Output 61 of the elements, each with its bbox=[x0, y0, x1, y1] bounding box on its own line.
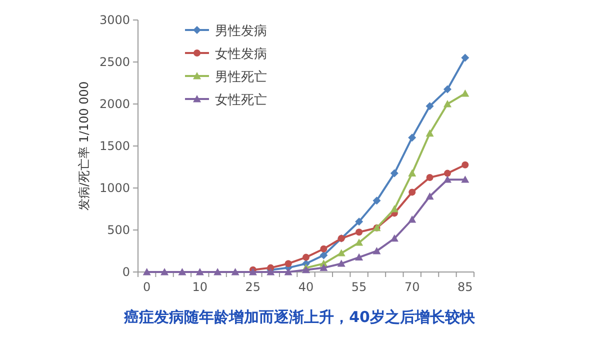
y-tick-label: 1500 bbox=[99, 139, 130, 153]
point bbox=[356, 228, 363, 236]
point bbox=[426, 129, 434, 137]
point bbox=[320, 245, 328, 252]
point bbox=[408, 188, 416, 196]
point bbox=[408, 169, 416, 176]
point bbox=[372, 196, 381, 205]
point bbox=[372, 247, 381, 254]
text: 癌症发病随年龄增加而逐渐上升，40岁之后增长较快 bbox=[123, 308, 476, 326]
point bbox=[426, 192, 434, 200]
x-tick-label: 0 bbox=[143, 280, 151, 294]
point bbox=[390, 169, 398, 178]
point bbox=[461, 176, 470, 183]
point bbox=[355, 253, 364, 260]
point bbox=[355, 218, 364, 226]
point bbox=[461, 90, 470, 97]
point bbox=[390, 205, 398, 212]
point bbox=[426, 174, 434, 181]
point bbox=[196, 268, 204, 276]
point bbox=[160, 268, 169, 276]
legend-label: 男性发病 bbox=[215, 24, 267, 39]
x-tick-label: 40 bbox=[298, 280, 314, 294]
point bbox=[284, 268, 292, 276]
point bbox=[266, 268, 275, 276]
point bbox=[178, 268, 186, 276]
legend-label: 女性发病 bbox=[215, 47, 267, 62]
point bbox=[408, 134, 416, 142]
point bbox=[284, 260, 292, 268]
point bbox=[302, 254, 310, 261]
point bbox=[462, 161, 469, 168]
point bbox=[426, 102, 434, 110]
point bbox=[337, 260, 346, 267]
y-tick-label: 3000 bbox=[99, 13, 130, 27]
x-tick-label: 85 bbox=[458, 280, 473, 294]
x-tick-label: 10 bbox=[192, 280, 208, 294]
point bbox=[320, 264, 328, 271]
point bbox=[443, 85, 452, 94]
point bbox=[214, 268, 222, 276]
y-tick-label: 1000 bbox=[99, 181, 130, 195]
point bbox=[320, 251, 328, 260]
point bbox=[461, 54, 470, 62]
legend-label: 男性死亡 bbox=[215, 69, 267, 85]
y-tick-label: 2000 bbox=[99, 97, 130, 111]
y-tick-label: 2500 bbox=[99, 55, 130, 69]
legend-label: 女性死亡 bbox=[215, 92, 267, 108]
x-tick-label: 70 bbox=[404, 280, 420, 294]
y-tick-label: 0 bbox=[122, 265, 130, 279]
point bbox=[443, 176, 452, 183]
y-axis-title: 发病/死亡率 1/100 000 bbox=[77, 81, 91, 211]
point bbox=[302, 266, 310, 274]
point bbox=[355, 238, 364, 246]
point bbox=[231, 268, 240, 276]
point bbox=[337, 249, 346, 256]
point bbox=[444, 170, 451, 177]
point bbox=[390, 234, 398, 242]
y-tick-label: 500 bbox=[107, 223, 130, 237]
point bbox=[408, 216, 416, 223]
point bbox=[142, 268, 151, 276]
x-tick-label: 55 bbox=[351, 280, 367, 294]
point bbox=[443, 100, 452, 108]
x-tick-label: 25 bbox=[245, 280, 261, 294]
